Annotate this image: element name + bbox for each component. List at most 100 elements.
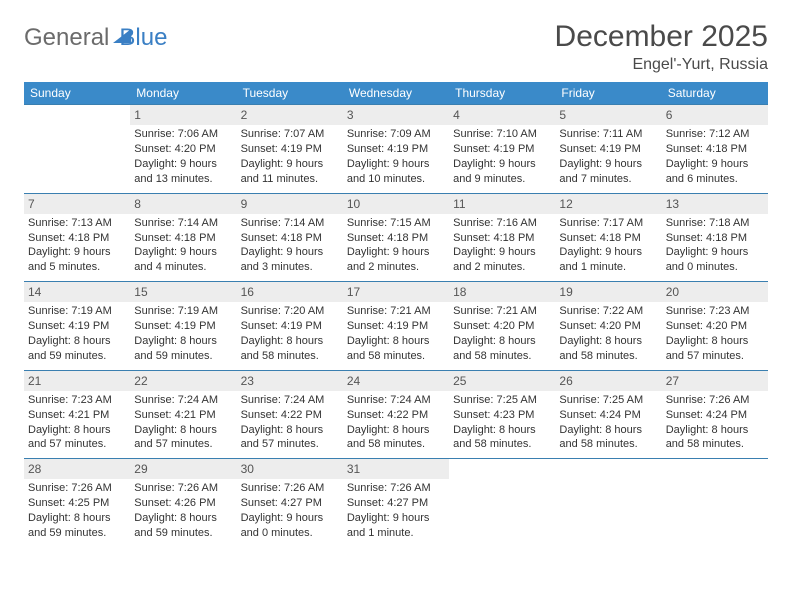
sunset-text: Sunset: 4:20 PM <box>666 319 764 334</box>
day-number: 11 <box>449 194 555 214</box>
sunset-text: Sunset: 4:18 PM <box>453 231 551 246</box>
cell-body: Sunrise: 7:10 AMSunset: 4:19 PMDaylight:… <box>449 125 555 192</box>
daylight-text: Daylight: 8 hours and 58 minutes. <box>666 423 764 453</box>
sunset-text: Sunset: 4:18 PM <box>241 231 339 246</box>
sunset-text: Sunset: 4:27 PM <box>241 496 339 511</box>
daylight-text: Daylight: 9 hours and 5 minutes. <box>28 245 126 275</box>
cell-body: Sunrise: 7:21 AMSunset: 4:20 PMDaylight:… <box>449 302 555 369</box>
cell-body: Sunrise: 7:26 AMSunset: 4:25 PMDaylight:… <box>24 479 130 546</box>
calendar-cell: 13Sunrise: 7:18 AMSunset: 4:18 PMDayligh… <box>662 193 768 282</box>
sunset-text: Sunset: 4:21 PM <box>28 408 126 423</box>
cell-body: Sunrise: 7:07 AMSunset: 4:19 PMDaylight:… <box>237 125 343 192</box>
sunset-text: Sunset: 4:18 PM <box>347 231 445 246</box>
sunrise-text: Sunrise: 7:22 AM <box>559 304 657 319</box>
calendar-cell <box>662 459 768 547</box>
daylight-text: Daylight: 8 hours and 59 minutes. <box>28 334 126 364</box>
month-title: December 2025 <box>555 20 768 54</box>
sunrise-text: Sunrise: 7:09 AM <box>347 127 445 142</box>
calendar-cell: 30Sunrise: 7:26 AMSunset: 4:27 PMDayligh… <box>237 459 343 547</box>
sunset-text: Sunset: 4:21 PM <box>134 408 232 423</box>
sunrise-text: Sunrise: 7:14 AM <box>134 216 232 231</box>
day-number: 23 <box>237 371 343 391</box>
daylight-text: Daylight: 9 hours and 4 minutes. <box>134 245 232 275</box>
cell-body: Sunrise: 7:23 AMSunset: 4:21 PMDaylight:… <box>24 391 130 458</box>
day-number: 8 <box>130 194 236 214</box>
day-number: 24 <box>343 371 449 391</box>
sunset-text: Sunset: 4:23 PM <box>453 408 551 423</box>
day-number: 16 <box>237 282 343 302</box>
sunrise-text: Sunrise: 7:10 AM <box>453 127 551 142</box>
daylight-text: Daylight: 8 hours and 57 minutes. <box>134 423 232 453</box>
sunset-text: Sunset: 4:18 PM <box>666 142 764 157</box>
day-number: 10 <box>343 194 449 214</box>
sunset-text: Sunset: 4:25 PM <box>28 496 126 511</box>
cell-body: Sunrise: 7:25 AMSunset: 4:23 PMDaylight:… <box>449 391 555 458</box>
daylight-text: Daylight: 8 hours and 58 minutes. <box>241 334 339 364</box>
daylight-text: Daylight: 8 hours and 59 minutes. <box>134 511 232 541</box>
sunrise-text: Sunrise: 7:16 AM <box>453 216 551 231</box>
calendar-cell: 12Sunrise: 7:17 AMSunset: 4:18 PMDayligh… <box>555 193 661 282</box>
daylight-text: Daylight: 8 hours and 58 minutes. <box>347 334 445 364</box>
calendar-cell: 29Sunrise: 7:26 AMSunset: 4:26 PMDayligh… <box>130 459 236 547</box>
sunset-text: Sunset: 4:27 PM <box>347 496 445 511</box>
cell-body: Sunrise: 7:09 AMSunset: 4:19 PMDaylight:… <box>343 125 449 192</box>
cell-body: Sunrise: 7:20 AMSunset: 4:19 PMDaylight:… <box>237 302 343 369</box>
sunrise-text: Sunrise: 7:24 AM <box>241 393 339 408</box>
calendar-week-row: 1Sunrise: 7:06 AMSunset: 4:20 PMDaylight… <box>24 105 768 194</box>
calendar-cell: 23Sunrise: 7:24 AMSunset: 4:22 PMDayligh… <box>237 370 343 459</box>
cell-body: Sunrise: 7:22 AMSunset: 4:20 PMDaylight:… <box>555 302 661 369</box>
calendar-cell <box>449 459 555 547</box>
cell-body: Sunrise: 7:14 AMSunset: 4:18 PMDaylight:… <box>130 214 236 281</box>
calendar-table: Sunday Monday Tuesday Wednesday Thursday… <box>24 82 768 547</box>
cell-body: Sunrise: 7:11 AMSunset: 4:19 PMDaylight:… <box>555 125 661 192</box>
day-number: 6 <box>662 105 768 125</box>
sunrise-text: Sunrise: 7:26 AM <box>347 481 445 496</box>
sunrise-text: Sunrise: 7:21 AM <box>347 304 445 319</box>
day-header: Sunday <box>24 82 130 105</box>
logo: General Blue <box>24 20 167 52</box>
cell-body: Sunrise: 7:23 AMSunset: 4:20 PMDaylight:… <box>662 302 768 369</box>
sunrise-text: Sunrise: 7:13 AM <box>28 216 126 231</box>
daylight-text: Daylight: 9 hours and 7 minutes. <box>559 157 657 187</box>
sunset-text: Sunset: 4:20 PM <box>134 142 232 157</box>
sunrise-text: Sunrise: 7:12 AM <box>666 127 764 142</box>
sunrise-text: Sunrise: 7:26 AM <box>241 481 339 496</box>
sunset-text: Sunset: 4:19 PM <box>347 142 445 157</box>
sunset-text: Sunset: 4:22 PM <box>347 408 445 423</box>
daylight-text: Daylight: 8 hours and 59 minutes. <box>28 511 126 541</box>
sunrise-text: Sunrise: 7:23 AM <box>666 304 764 319</box>
sunrise-text: Sunrise: 7:25 AM <box>453 393 551 408</box>
calendar-cell: 21Sunrise: 7:23 AMSunset: 4:21 PMDayligh… <box>24 370 130 459</box>
day-number: 5 <box>555 105 661 125</box>
daylight-text: Daylight: 9 hours and 9 minutes. <box>453 157 551 187</box>
calendar-cell: 31Sunrise: 7:26 AMSunset: 4:27 PMDayligh… <box>343 459 449 547</box>
sunrise-text: Sunrise: 7:25 AM <box>559 393 657 408</box>
calendar-week-row: 14Sunrise: 7:19 AMSunset: 4:19 PMDayligh… <box>24 282 768 371</box>
cell-body: Sunrise: 7:19 AMSunset: 4:19 PMDaylight:… <box>130 302 236 369</box>
header: General Blue December 2025 Engel'-Yurt, … <box>24 20 768 74</box>
day-number: 22 <box>130 371 236 391</box>
sunrise-text: Sunrise: 7:21 AM <box>453 304 551 319</box>
sunset-text: Sunset: 4:19 PM <box>28 319 126 334</box>
day-number: 19 <box>555 282 661 302</box>
day-number: 28 <box>24 459 130 479</box>
calendar-cell: 17Sunrise: 7:21 AMSunset: 4:19 PMDayligh… <box>343 282 449 371</box>
cell-body: Sunrise: 7:15 AMSunset: 4:18 PMDaylight:… <box>343 214 449 281</box>
daylight-text: Daylight: 9 hours and 11 minutes. <box>241 157 339 187</box>
calendar-body: 1Sunrise: 7:06 AMSunset: 4:20 PMDaylight… <box>24 105 768 547</box>
cell-body: Sunrise: 7:26 AMSunset: 4:26 PMDaylight:… <box>130 479 236 546</box>
sunrise-text: Sunrise: 7:19 AM <box>134 304 232 319</box>
cell-body: Sunrise: 7:24 AMSunset: 4:22 PMDaylight:… <box>343 391 449 458</box>
calendar-cell: 27Sunrise: 7:26 AMSunset: 4:24 PMDayligh… <box>662 370 768 459</box>
sunset-text: Sunset: 4:18 PM <box>134 231 232 246</box>
calendar-cell: 3Sunrise: 7:09 AMSunset: 4:19 PMDaylight… <box>343 105 449 194</box>
day-number: 14 <box>24 282 130 302</box>
cell-body: Sunrise: 7:26 AMSunset: 4:27 PMDaylight:… <box>237 479 343 546</box>
cell-body: Sunrise: 7:14 AMSunset: 4:18 PMDaylight:… <box>237 214 343 281</box>
daylight-text: Daylight: 8 hours and 58 minutes. <box>347 423 445 453</box>
sunrise-text: Sunrise: 7:19 AM <box>28 304 126 319</box>
day-number: 27 <box>662 371 768 391</box>
calendar-cell: 16Sunrise: 7:20 AMSunset: 4:19 PMDayligh… <box>237 282 343 371</box>
daylight-text: Daylight: 9 hours and 0 minutes. <box>666 245 764 275</box>
sunset-text: Sunset: 4:19 PM <box>453 142 551 157</box>
